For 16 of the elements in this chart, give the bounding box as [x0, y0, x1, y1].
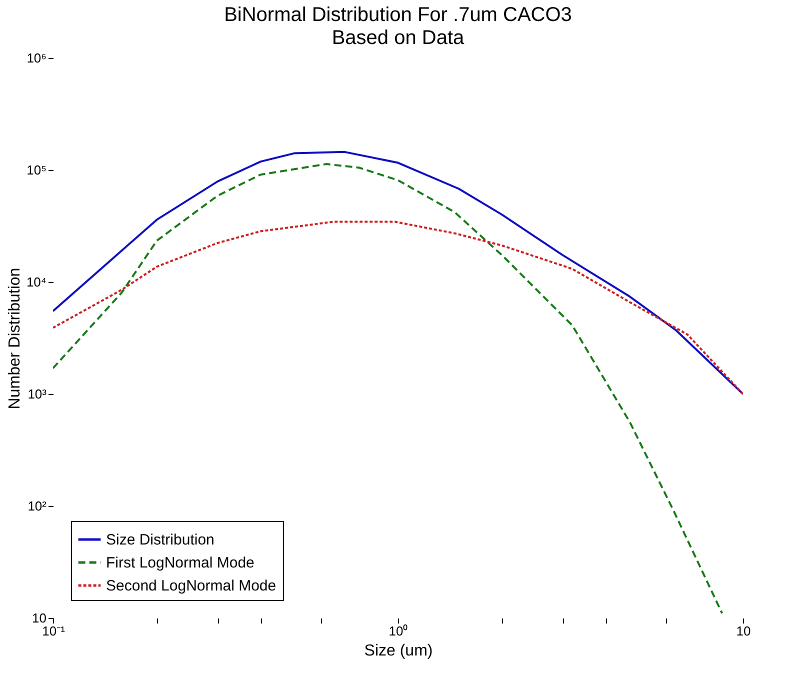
x-tick-label: 10: [736, 624, 751, 638]
chart-title: BiNormal Distribution For .7um CACO3: [224, 4, 572, 26]
legend-label: Second LogNormal Mode: [106, 578, 276, 594]
x-tick-label: 10⁰: [388, 624, 408, 638]
y-axis-title: Number Distribution: [6, 268, 24, 410]
y-tick-label: 10: [32, 610, 46, 626]
y-tick-label: 10⁶: [26, 50, 46, 66]
legend-label: Size Distribution: [106, 532, 214, 548]
y-tick-label: 10⁵: [26, 162, 46, 178]
y-tick-label: 10³: [28, 386, 48, 402]
chart-subtitle: Based on Data: [332, 27, 466, 49]
x-axis-title: Size (um): [364, 642, 433, 660]
x-tick-label: 10⁻¹: [42, 624, 66, 638]
legend-label: First LogNormal Mode: [106, 554, 254, 572]
y-tick-label: 10²: [28, 498, 48, 514]
y-tick-label: 10⁴: [26, 274, 46, 290]
